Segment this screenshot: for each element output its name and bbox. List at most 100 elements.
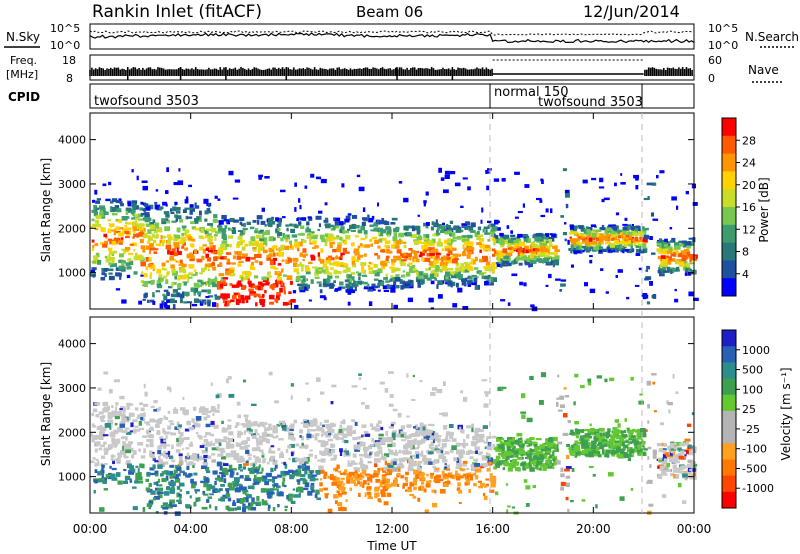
data-point [250, 236, 255, 241]
data-point [131, 455, 134, 459]
data-point [146, 257, 149, 262]
data-point [367, 482, 369, 485]
data-point [306, 438, 309, 440]
data-point [445, 276, 448, 279]
data-point [248, 503, 251, 507]
data-point [471, 441, 477, 446]
data-point [248, 457, 251, 460]
data-point [416, 259, 420, 263]
data-point [194, 283, 198, 287]
data-point [212, 284, 218, 288]
data-point [173, 238, 179, 241]
data-point [570, 225, 574, 230]
data-point [397, 459, 400, 461]
data-point [589, 443, 591, 447]
data-point [203, 199, 208, 204]
data-point [462, 235, 467, 237]
data-point [167, 213, 169, 218]
data-point [225, 494, 230, 498]
data-point [228, 431, 233, 435]
data-point [94, 190, 97, 195]
data-point [548, 444, 553, 447]
data-point [607, 443, 611, 445]
data-point [339, 448, 343, 452]
data-point [507, 252, 512, 256]
data-point [185, 229, 190, 233]
data-point [661, 261, 665, 263]
data-point [95, 220, 99, 224]
data-point [479, 434, 485, 439]
data-point [688, 252, 690, 257]
data-point [273, 253, 276, 257]
data-point [224, 478, 227, 483]
data-point [525, 263, 529, 266]
data-point [219, 273, 225, 276]
data-point [293, 290, 296, 293]
data-point [403, 270, 405, 272]
data-point [324, 448, 329, 451]
data-point [257, 433, 260, 435]
data-point [257, 424, 260, 428]
data-point [140, 239, 144, 243]
data-point [507, 225, 510, 229]
data-point [222, 277, 228, 280]
data-point [380, 485, 383, 487]
data-point [108, 254, 110, 257]
data-point [614, 240, 619, 244]
data-point [678, 483, 682, 487]
data-point [202, 450, 205, 454]
data-point [564, 387, 567, 389]
data-point [93, 255, 98, 258]
data-point [492, 444, 495, 448]
data-point [198, 497, 201, 501]
data-point [125, 236, 130, 238]
data-point [430, 274, 435, 279]
data-point [232, 285, 237, 288]
data-point [255, 429, 258, 433]
data-point [277, 504, 279, 507]
data-point [537, 258, 542, 261]
data-point [186, 466, 189, 470]
data-point [122, 441, 126, 444]
data-point [164, 211, 170, 214]
data-point [299, 446, 303, 449]
data-point [164, 491, 170, 496]
data-point [378, 232, 380, 235]
data-point [228, 419, 232, 421]
data-point [361, 402, 365, 405]
data-point [473, 278, 477, 283]
data-point [126, 208, 132, 212]
data-point [331, 458, 337, 461]
data-point [564, 222, 566, 224]
data-point [387, 444, 392, 447]
data-point [193, 208, 195, 212]
data-point [513, 240, 519, 244]
data-point [452, 240, 457, 242]
data-point [369, 301, 372, 306]
data-point [261, 277, 267, 281]
data-point [140, 417, 143, 421]
data-point [292, 258, 298, 262]
data-point [604, 237, 608, 241]
data-point [227, 259, 230, 263]
data-point [115, 272, 120, 276]
data-point [510, 466, 516, 469]
data-point [282, 260, 285, 262]
data-point [93, 409, 98, 413]
data-point [220, 257, 224, 260]
data-point [374, 463, 377, 467]
data-point [311, 279, 314, 284]
data-point [215, 506, 218, 510]
data-point [378, 498, 381, 502]
data-point [646, 270, 649, 272]
data-point [647, 183, 653, 186]
data-point [565, 193, 570, 198]
data-point [321, 445, 323, 447]
data-point [437, 435, 441, 437]
data-point [210, 245, 213, 247]
data-point [529, 468, 534, 472]
data-point [325, 494, 328, 499]
data-point [369, 225, 374, 228]
data-point [145, 206, 150, 210]
data-point [95, 449, 98, 453]
